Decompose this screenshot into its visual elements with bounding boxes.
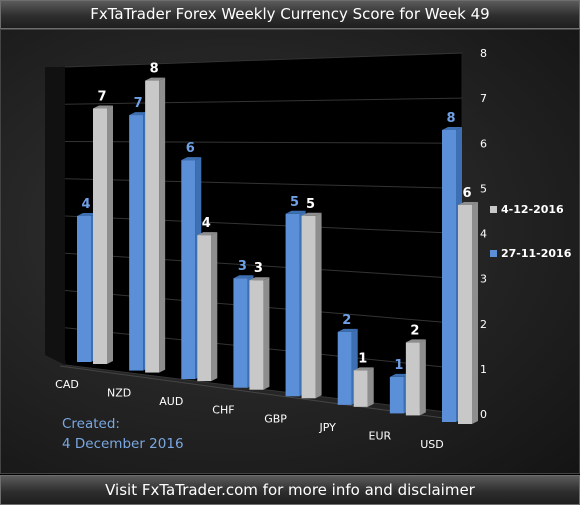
grid-line <box>64 97 463 105</box>
bar-prev-cad-top <box>77 213 97 216</box>
bar-prev-nzd <box>129 115 144 371</box>
bar-cur-chf-side <box>263 277 270 390</box>
bar-cur-aud-top <box>197 232 218 236</box>
bar-cur-chf-top <box>249 277 270 281</box>
y-tick-label: 5 <box>480 182 487 195</box>
bar-prev-usd-label: 8 <box>446 111 455 126</box>
bar-prev-chf-label: 3 <box>238 259 247 274</box>
bar-prev-eur-label: 1 <box>394 358 403 373</box>
created-note: Created: 4 December 2016 <box>62 414 184 454</box>
bar-prev-gbp <box>285 213 300 397</box>
bar-cur-jpy-label: 1 <box>358 351 367 366</box>
bar-prev-aud-top <box>181 157 202 161</box>
bar-prev-usd <box>442 130 456 422</box>
created-label: Created: <box>62 416 120 432</box>
x-tick-label-eur: EUR <box>369 429 392 442</box>
y-tick-label: 0 <box>480 408 487 421</box>
created-date: 4 December 2016 <box>62 436 184 452</box>
grid-line <box>64 52 463 68</box>
x-tick-label-jpy: JPY <box>319 421 337 434</box>
bar-cur-cad-top <box>93 105 113 109</box>
bar-cur-cad <box>93 108 107 364</box>
footer-text: Visit FxTaTrader.com for more info and d… <box>0 475 580 505</box>
bar-prev-nzd-top <box>129 112 150 116</box>
bar-cur-usd-label: 6 <box>462 186 471 201</box>
bar-prev-eur <box>389 376 404 414</box>
y-tick-label: 6 <box>480 137 487 150</box>
bar-prev-gbp-label: 5 <box>290 195 299 210</box>
bar-prev-usd-top <box>442 127 462 130</box>
x-tick-label-aud: AUD <box>159 395 183 408</box>
bar-cur-nzd <box>145 80 160 373</box>
y-tick-label: 1 <box>480 363 487 376</box>
bar-prev-gbp-top <box>285 210 306 214</box>
y-tick-label: 3 <box>480 273 487 286</box>
bar-prev-aud-label: 6 <box>186 141 195 156</box>
x-tick-label-cad: CAD <box>55 378 79 391</box>
bar-cur-eur <box>405 342 420 416</box>
legend-label-1: 27-11-2016 <box>501 247 572 260</box>
y-tick-label: 7 <box>480 92 487 105</box>
x-tick-label-gbp: GBP <box>264 412 287 425</box>
bar-prev-chf <box>233 278 248 388</box>
bar-prev-jpy-label: 2 <box>342 313 351 328</box>
bar-cur-eur-label: 2 <box>410 323 419 338</box>
bar-prev-cad-label: 4 <box>81 197 90 212</box>
legend-label-0: 4-12-2016 <box>501 203 564 216</box>
bar-cur-nzd-label: 8 <box>150 62 159 77</box>
bar-cur-eur-side <box>419 339 426 416</box>
bar-cur-cad-label: 7 <box>97 90 106 105</box>
x-tick-label-usd: USD <box>420 438 444 451</box>
bar-prev-eur-top <box>389 373 410 377</box>
y-tick-label: 4 <box>480 228 487 241</box>
bar-prev-jpy-top <box>337 328 358 332</box>
bar-cur-usd-top <box>458 202 478 205</box>
chart-title: FxTaTrader Forex Weekly Currency Score f… <box>0 0 580 29</box>
legend-swatch-1 <box>490 250 497 257</box>
bar-cur-aud-side <box>211 232 218 382</box>
bar-prev-nzd-label: 7 <box>134 96 143 111</box>
bar-cur-aud-label: 4 <box>202 216 211 231</box>
bar-cur-gbp-side <box>315 212 322 399</box>
x-tick-label-nzd: NZD <box>107 387 131 400</box>
bar-cur-gbp-label: 5 <box>306 197 315 212</box>
bar-prev-chf-top <box>233 275 254 279</box>
bar-prev-aud <box>181 160 196 380</box>
bar-cur-chf-label: 3 <box>254 261 263 276</box>
bar-cur-aud <box>197 235 212 382</box>
y-tick-label: 8 <box>480 47 487 60</box>
bar-cur-gbp-top <box>301 212 322 216</box>
bar-cur-jpy-top <box>353 367 374 371</box>
bar-cur-usd <box>458 205 472 424</box>
bar-cur-nzd-side <box>159 77 166 373</box>
bar-cur-nzd-top <box>145 77 166 81</box>
bar-cur-jpy-side <box>367 367 374 407</box>
bar-cur-cad-side <box>107 105 113 364</box>
bar-cur-gbp <box>301 215 316 399</box>
side-wall <box>45 67 65 365</box>
bar-cur-usd-side <box>472 202 478 424</box>
bar-cur-jpy <box>353 370 368 407</box>
bar-cur-eur-top <box>405 339 426 343</box>
x-tick-label-chf: CHF <box>212 404 234 417</box>
bar-cur-chf <box>249 280 264 390</box>
bar-prev-jpy <box>337 331 352 405</box>
legend-swatch-0 <box>490 206 497 213</box>
y-tick-label: 2 <box>480 318 487 331</box>
bar-prev-cad <box>77 216 91 362</box>
